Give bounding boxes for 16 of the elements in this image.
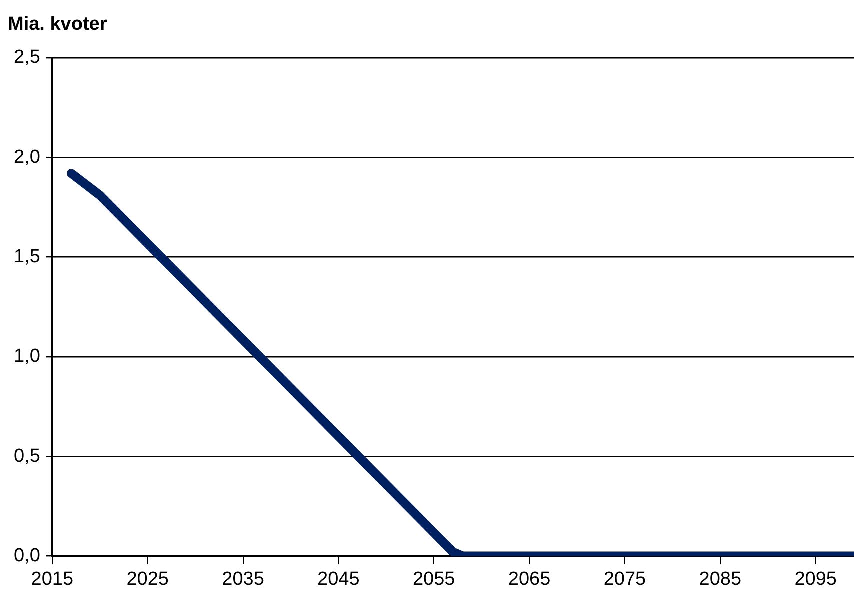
- x-tick-label: 2015: [31, 568, 74, 590]
- x-tick-label: 2055: [412, 568, 456, 590]
- y-tick-label: 2,5: [14, 47, 40, 68]
- x-tick-label: 2075: [604, 568, 646, 590]
- x-tick-label: 2045: [318, 568, 360, 590]
- y-tick-label: 1,5: [14, 246, 40, 268]
- y-tick-label: 0,5: [14, 446, 40, 467]
- y-tick-label: 0,0: [14, 545, 40, 566]
- x-tick-label: 2095: [794, 568, 837, 590]
- x-tick-label: 2025: [126, 568, 169, 590]
- chart-title: Mia. kvoter: [8, 14, 108, 36]
- y-tick-label: 1,0: [14, 346, 40, 368]
- x-tick-label: 2035: [222, 568, 264, 590]
- y-tick-label: 2,0: [14, 146, 40, 168]
- x-tick-label: 2065: [508, 568, 551, 590]
- x-tick-label: 2085: [699, 568, 742, 590]
